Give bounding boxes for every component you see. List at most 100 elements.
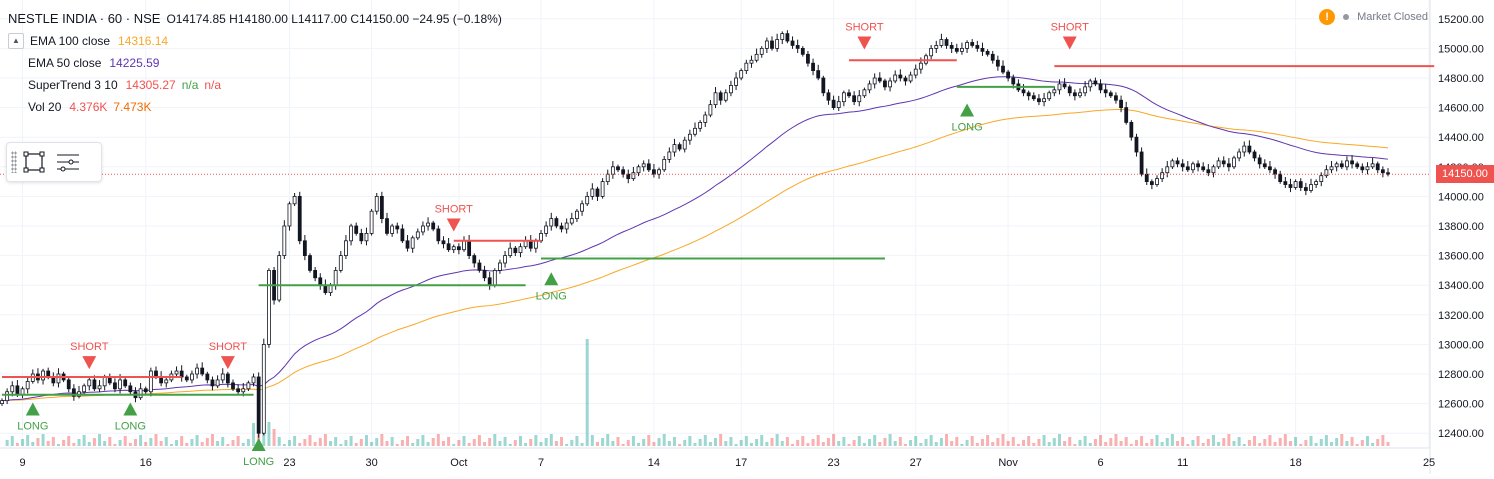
- x-tick-label: 23: [827, 457, 839, 469]
- market-status[interactable]: ! Market Closed: [1319, 9, 1428, 25]
- x-tick-label: Oct: [450, 457, 467, 469]
- short-signal-arrow: [446, 218, 461, 232]
- volume-bar: [914, 436, 918, 446]
- candle-up: [1242, 145, 1247, 153]
- volume-bar: [411, 443, 415, 446]
- rectangle-tool-icon[interactable]: [17, 145, 51, 179]
- volume-bar: [123, 436, 127, 446]
- candle-down: [385, 218, 389, 234]
- candle-down: [1093, 80, 1098, 85]
- volume-bar: [41, 434, 45, 446]
- candle-down: [200, 367, 205, 375]
- candle-up: [544, 225, 549, 234]
- indicator-row-supertrend[interactable]: SuperTrend 3 10 14305.27 n/a n/a: [8, 74, 502, 96]
- candle-up: [764, 40, 769, 49]
- candle-up: [636, 166, 641, 174]
- volume-bar: [590, 435, 594, 446]
- long-signal-arrow: [960, 103, 975, 117]
- symbol-title[interactable]: NESTLE INDIA · 60 · NSE: [8, 11, 161, 26]
- candle-down: [256, 376, 261, 434]
- drag-handle-icon[interactable]: [11, 151, 17, 173]
- volume-bar: [698, 439, 702, 446]
- candle-down: [92, 379, 97, 390]
- volume-bar: [934, 442, 938, 446]
- drawing-toolbox[interactable]: [6, 142, 102, 182]
- candle-down: [379, 195, 384, 219]
- indicator-row-volume[interactable]: Vol 20 4.376K 7.473K: [8, 96, 502, 118]
- volume-bar: [637, 443, 641, 446]
- candle-down: [898, 74, 903, 79]
- volume-bar: [149, 438, 153, 446]
- candle-down: [446, 243, 451, 251]
- volume-bar: [1088, 443, 1092, 446]
- candle-down: [472, 255, 477, 264]
- candle-up: [662, 158, 667, 171]
- volume-bar: [128, 443, 132, 446]
- volume-bar: [462, 436, 466, 446]
- indicator-row-ema50[interactable]: EMA 50 close 14225.59: [8, 52, 502, 74]
- collapse-legend-icon[interactable]: ▲: [8, 33, 24, 49]
- indicator-row-ema100[interactable]: ▲ EMA 100 close 14316.14: [8, 30, 502, 52]
- volume-bar: [1273, 442, 1277, 446]
- candle-up: [338, 255, 343, 271]
- indicator-name: Vol 20: [28, 100, 62, 114]
- volume-bar: [631, 436, 635, 446]
- volume-bar: [580, 443, 584, 446]
- candle-up: [867, 83, 872, 91]
- candle-up: [503, 255, 507, 264]
- volume-bar: [708, 442, 712, 446]
- candle-up: [1319, 175, 1324, 182]
- candle-down: [436, 228, 441, 242]
- indicator-value: n/a: [181, 78, 199, 92]
- volume-bar: [955, 437, 959, 446]
- candle-up: [605, 173, 610, 182]
- volume-bar: [267, 422, 271, 446]
- volume-bar: [87, 442, 91, 446]
- candle-down: [1134, 136, 1139, 153]
- candle-up: [569, 218, 574, 224]
- volume-bar: [1176, 441, 1180, 446]
- volume-bar: [919, 443, 923, 446]
- volume-bar: [642, 439, 646, 446]
- candle-up: [1237, 151, 1242, 159]
- volume-bar: [1340, 434, 1344, 446]
- volume-bar: [744, 436, 748, 446]
- candle-down: [210, 379, 215, 387]
- volume-bar: [488, 438, 492, 446]
- volume-bar: [970, 436, 974, 446]
- candle-up: [672, 144, 677, 153]
- candle-up: [780, 33, 785, 40]
- candle-down: [975, 45, 980, 49]
- volume-bar: [51, 437, 55, 446]
- volume-bar: [898, 437, 902, 446]
- volume-bar: [549, 434, 553, 446]
- candle-down: [354, 225, 359, 234]
- volume-bar: [1258, 443, 1262, 446]
- lines-menu-icon[interactable]: [51, 145, 85, 179]
- short-signal-arrow: [82, 356, 97, 370]
- volume-bar: [1309, 436, 1313, 446]
- candle-up: [657, 169, 661, 175]
- volume-bar: [924, 439, 928, 446]
- candle-up: [893, 74, 898, 82]
- candle-up: [539, 232, 543, 242]
- candle-down: [1221, 160, 1226, 165]
- candle-up: [277, 255, 282, 301]
- long-signal-arrow: [25, 402, 40, 416]
- x-tick-label: 25: [1423, 457, 1435, 469]
- x-tick-label: 9: [19, 457, 25, 469]
- candle-down: [431, 222, 436, 230]
- volume-bar: [1047, 442, 1051, 446]
- volume-bar: [421, 435, 425, 446]
- volume-bar: [169, 444, 173, 446]
- candle-down: [1026, 92, 1031, 97]
- volume-bar: [1027, 436, 1031, 446]
- warning-icon[interactable]: !: [1319, 9, 1336, 25]
- candle-up: [703, 114, 708, 123]
- candle-up: [451, 246, 456, 251]
- volume-bar: [164, 437, 168, 446]
- candle-up: [1216, 160, 1221, 168]
- volume-bar: [257, 430, 261, 446]
